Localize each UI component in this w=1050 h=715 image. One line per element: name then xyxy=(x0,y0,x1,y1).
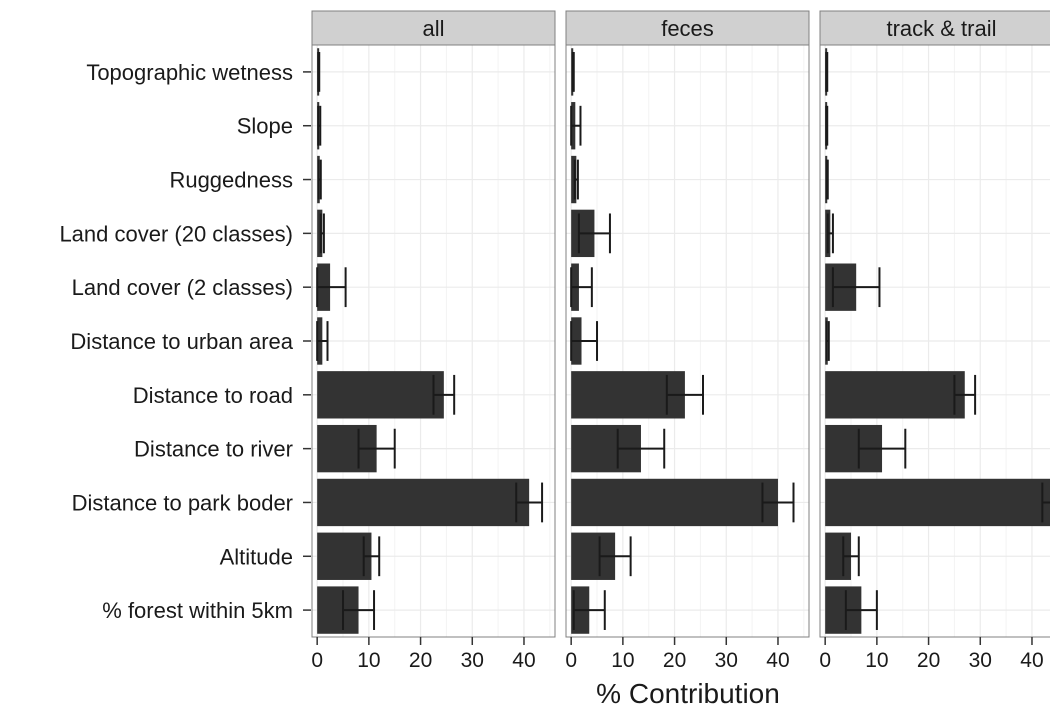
x-axis-tick-label: 0 xyxy=(311,649,323,672)
panel-frame xyxy=(565,44,810,638)
x-axis-tick-label: 10 xyxy=(865,649,888,672)
bar xyxy=(317,532,372,580)
x-axis-tick-label: 40 xyxy=(512,649,535,672)
panel-frame xyxy=(311,44,556,638)
x-axis-tick-label: 0 xyxy=(819,649,831,672)
facet-strip-label: track & trail xyxy=(886,16,996,41)
y-axis-label: Distance to urban area xyxy=(70,329,293,354)
x-axis-title: % Contribution xyxy=(596,678,780,709)
bar xyxy=(317,371,444,419)
x-axis-tick-label: 10 xyxy=(611,649,634,672)
bar xyxy=(571,478,778,527)
x-axis-tick-label: 30 xyxy=(969,649,992,672)
y-axis-label: % forest within 5km xyxy=(102,598,293,623)
facet-strip xyxy=(819,10,1050,46)
bar xyxy=(317,209,323,258)
x-axis-tick-label: 0 xyxy=(565,649,577,672)
x-axis-tick-label: 10 xyxy=(357,649,380,672)
facet-strip-label: all xyxy=(422,16,444,41)
x-axis-tick-label: 20 xyxy=(663,649,686,672)
y-axis-label: Ruggedness xyxy=(169,168,293,193)
facet-strip xyxy=(311,10,556,46)
bar xyxy=(317,478,530,527)
y-axis-label: Distance to road xyxy=(133,383,293,408)
y-axis-label: Land cover (2 classes) xyxy=(72,275,293,300)
bar xyxy=(825,371,965,419)
y-axis-label: Topographic wetness xyxy=(86,60,293,85)
x-axis-tick-label: 20 xyxy=(917,649,940,672)
y-axis-label: Distance to park boder xyxy=(72,490,293,515)
panel-frame xyxy=(819,44,1050,638)
bar xyxy=(571,155,577,204)
y-axis-label: Land cover (20 classes) xyxy=(59,221,293,246)
facet-strip xyxy=(565,10,810,46)
bar xyxy=(825,478,1050,527)
x-axis-tick-label: 40 xyxy=(766,649,789,672)
x-axis-tick-label: 30 xyxy=(461,649,484,672)
y-axis-label: Altitude xyxy=(220,544,293,569)
x-axis-tick-label: 40 xyxy=(1020,649,1043,672)
x-axis-tick-label: 20 xyxy=(409,649,432,672)
facet-strip-label: feces xyxy=(661,16,714,41)
y-axis-label: Slope xyxy=(237,114,293,139)
y-axis-label: Distance to river xyxy=(134,437,293,462)
x-axis-tick-label: 30 xyxy=(715,649,738,672)
